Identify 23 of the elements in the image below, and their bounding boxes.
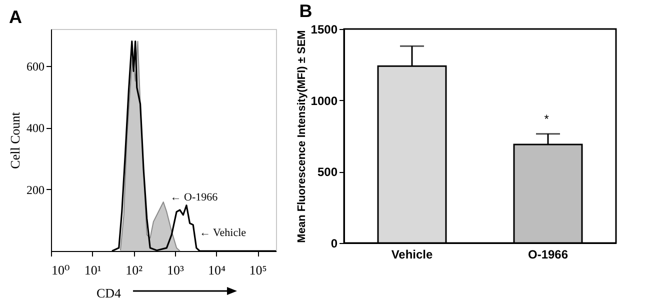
y-tick-label: 200 <box>26 182 44 197</box>
x-tick-label: 10⁰ <box>52 262 70 278</box>
x-tick-label: Vehicle <box>391 248 433 262</box>
x-tick-label: 10¹ <box>84 262 102 278</box>
y-axis-title: Mean Fluorescence Intensity(MFI) ± SEM <box>296 30 308 243</box>
y-tick-label: 1000 <box>310 94 338 108</box>
y-tick-label: 400 <box>26 121 44 136</box>
x-tick-label: 10⁴ <box>208 262 226 278</box>
x-tick-label: 10³ <box>166 262 184 278</box>
y-tick-label: 500 <box>317 165 338 180</box>
chart-title: B <box>299 1 312 21</box>
annotation: ← O-1966 <box>170 192 218 204</box>
y-tick-label: 0 <box>330 236 338 250</box>
x-tick-label: 10² <box>126 262 143 278</box>
x-axis-title: CD4 <box>96 286 122 300</box>
y-tick-label: 1500 <box>310 22 338 36</box>
chart-title: A <box>9 7 22 27</box>
y-tick-label: 600 <box>26 60 44 74</box>
annotation: ← Vehicle <box>200 227 246 240</box>
x-tick-label: 10⁵ <box>249 262 267 278</box>
x-tick-label: O-1966 <box>528 248 568 262</box>
y-axis-title: Cell Count <box>8 112 22 169</box>
annotation: * <box>544 112 550 126</box>
